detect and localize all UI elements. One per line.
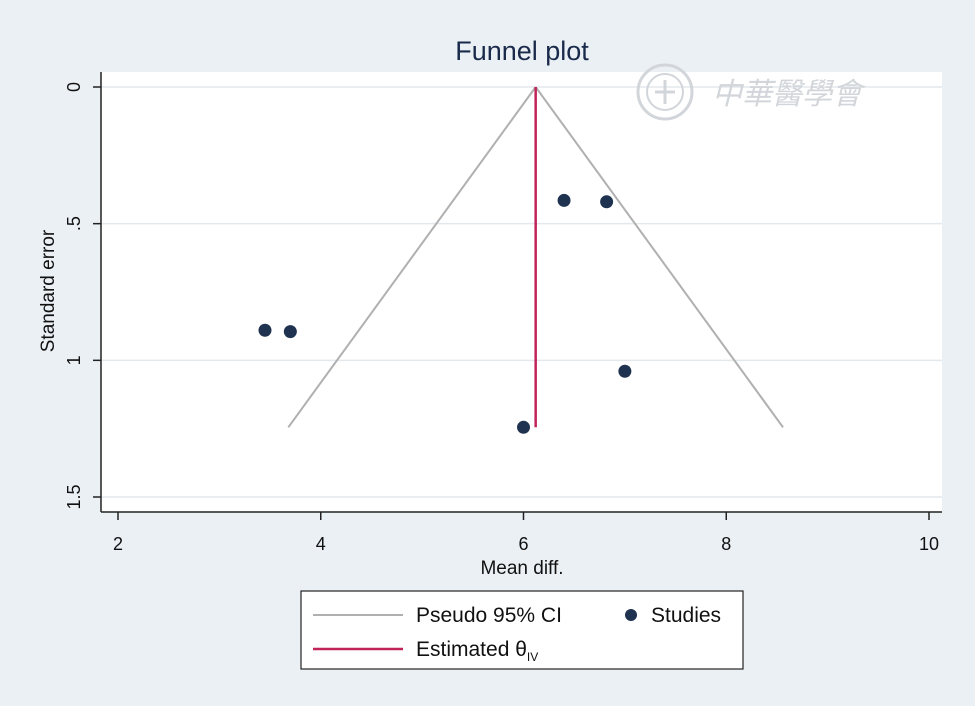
y-tick-label: .5 xyxy=(64,216,84,231)
legend-box xyxy=(300,590,744,670)
x-tick-label: 10 xyxy=(919,534,939,554)
study-point xyxy=(258,323,272,337)
ci-line-right xyxy=(534,86,784,428)
y-ticks: 0 .5 1 1.5 xyxy=(64,82,101,510)
gridlines xyxy=(101,86,942,498)
x-tick-label: 8 xyxy=(721,534,731,554)
y-tick-label: 0 xyxy=(64,82,84,92)
legend-estimate-label-sub: IV xyxy=(527,650,538,664)
study-point xyxy=(600,195,614,209)
legend: Pseudo 95% CI Studies Estimated θIV xyxy=(300,590,744,670)
chart-title: Funnel plot xyxy=(455,36,589,66)
study-point xyxy=(517,420,530,434)
study-point xyxy=(283,325,297,339)
legend-studies-label: Studies xyxy=(651,604,721,627)
study-points xyxy=(258,193,632,434)
legend-estimate-label: Estimated θIV xyxy=(416,638,538,664)
watermark-text: 中華醫學會 xyxy=(712,77,866,112)
pseudo-ci-lines xyxy=(287,86,784,428)
ci-line-left xyxy=(287,86,537,428)
study-point xyxy=(618,364,632,378)
plot-area xyxy=(101,72,942,512)
x-tick-label: 4 xyxy=(316,534,326,554)
y-tick-label: 1 xyxy=(64,355,84,365)
x-ticks: 2 4 6 8 10 xyxy=(113,512,939,554)
legend-estimate-label-main: Estimated θ xyxy=(416,638,527,661)
x-axis-title: Mean diff. xyxy=(480,558,563,579)
study-point xyxy=(557,193,571,207)
y-axis-title: Standard error xyxy=(38,229,59,352)
legend-ci-label: Pseudo 95% CI xyxy=(416,604,562,627)
watermark-logo xyxy=(636,63,694,121)
y-tick-label: 1.5 xyxy=(64,484,84,509)
legend-studies-marker xyxy=(625,609,637,621)
x-tick-label: 2 xyxy=(113,534,123,554)
x-tick-label: 6 xyxy=(518,534,528,554)
